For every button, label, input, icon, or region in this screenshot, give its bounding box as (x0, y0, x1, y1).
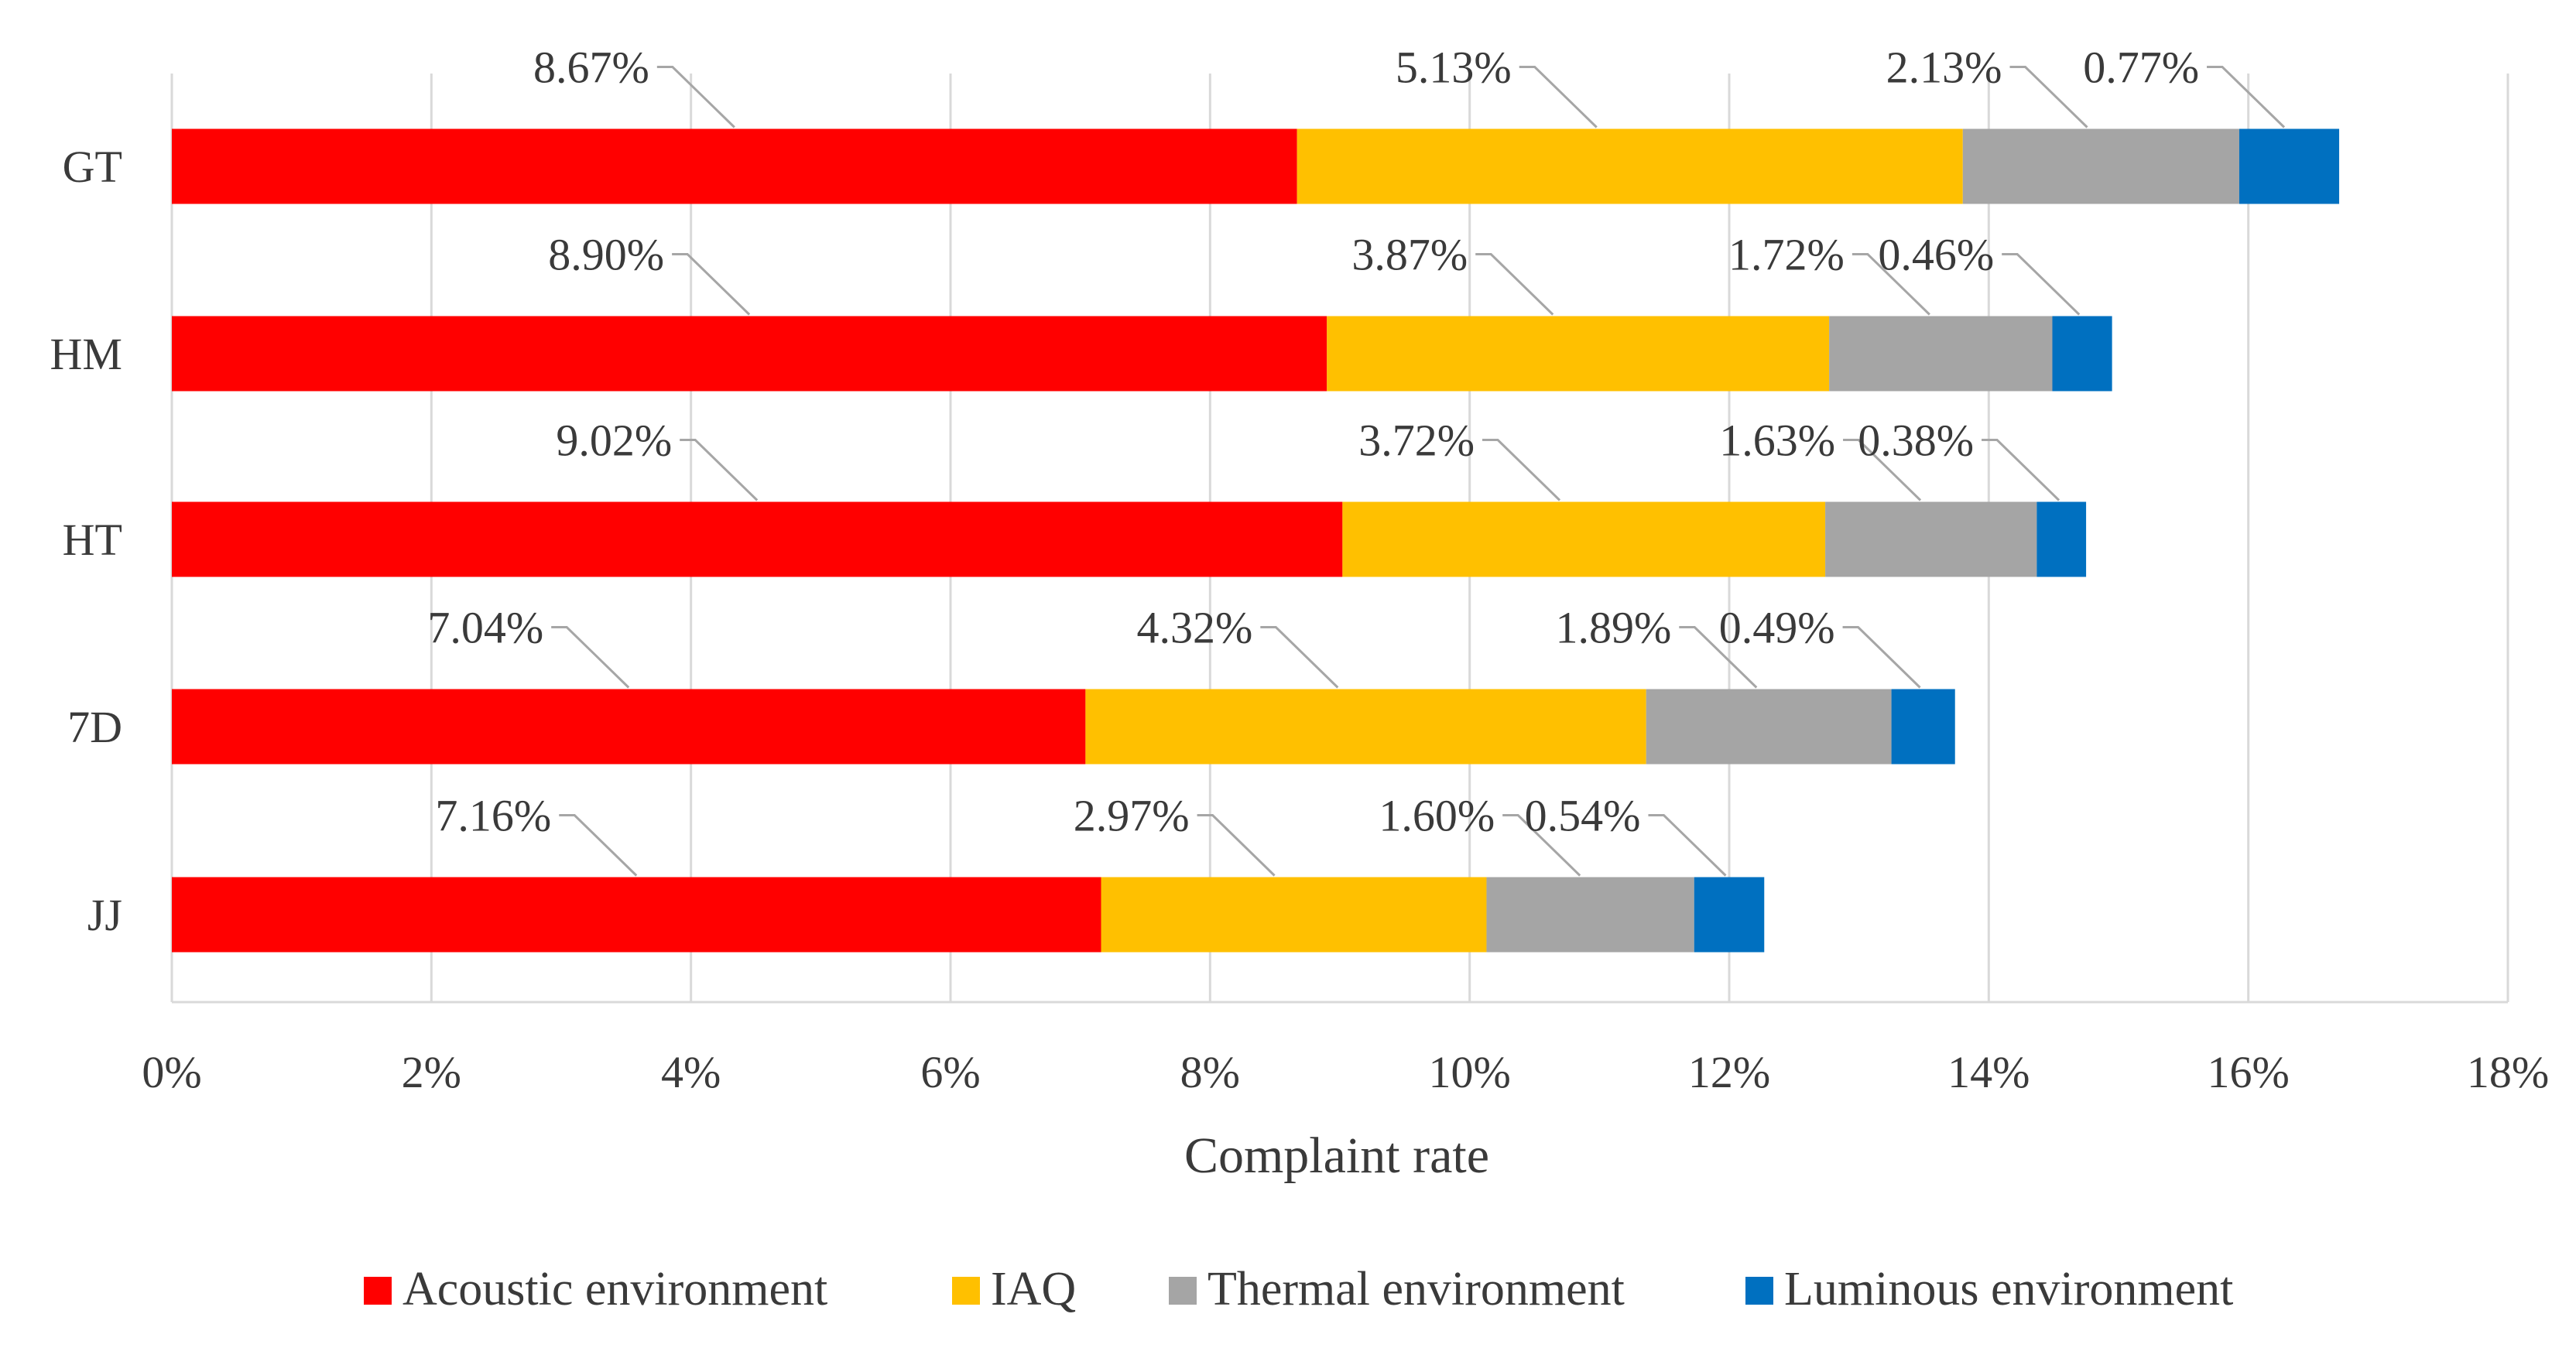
x-tick-label: 6% (920, 1047, 980, 1097)
bar-thermal-environment-hm (1829, 316, 2053, 392)
leader-line-thermal-environment-jj (1502, 814, 1581, 877)
bar-iaq-ht (1342, 501, 1826, 577)
leader-lines (551, 66, 2286, 877)
bar-luminous-environment-hm (2052, 316, 2112, 392)
leader-line-acoustic-environment-jj (559, 814, 638, 877)
x-tick-label: 18% (2467, 1047, 2549, 1097)
bars (172, 128, 2340, 953)
x-tick-label: 4% (661, 1047, 721, 1097)
legend-label-acoustic-environment: Acoustic environment (402, 1263, 827, 1315)
leader-line-thermal-environment-ht (1843, 439, 1922, 501)
x-tick-label: 8% (1180, 1047, 1240, 1097)
data-label-acoustic-environment-7d: 7.04% (427, 603, 543, 653)
data-label-thermal-environment-jj: 1.60% (1379, 791, 1495, 841)
data-label-luminous-environment-7d: 0.49% (1719, 603, 1835, 653)
bar-acoustic-environment-7d (172, 689, 1086, 765)
leader-line-acoustic-environment-gt (656, 66, 735, 128)
x-tick-label: 10% (1429, 1047, 1511, 1097)
y-category-label-7d: 7D (67, 702, 122, 752)
leader-line-luminous-environment-jj (1648, 814, 1727, 877)
data-label-thermal-environment-7d: 1.89% (1555, 603, 1671, 653)
bar-thermal-environment-7d (1646, 689, 1892, 765)
data-label-acoustic-environment-jj: 7.16% (435, 791, 551, 841)
legend-swatch-iaq (952, 1277, 980, 1305)
data-labels: 8.67% 5.13% 2.13% 0.77% 8.90% 3.87% 1.72% 0.46%… (427, 43, 2199, 841)
legend-label-iaq: IAQ (991, 1263, 1076, 1315)
x-tick-label: 0% (142, 1047, 201, 1097)
data-label-luminous-environment-gt: 0.77% (2083, 43, 2199, 93)
data-label-iaq-gt: 5.13% (1396, 43, 1512, 93)
x-tick-label: 12% (1688, 1047, 1770, 1097)
leader-line-thermal-environment-hm (1852, 253, 1930, 316)
y-category-label-hm: HM (50, 329, 122, 379)
data-label-luminous-environment-ht: 0.38% (1858, 416, 1974, 466)
x-tick-label: 14% (1947, 1047, 2030, 1097)
bar-acoustic-environment-gt (172, 128, 1297, 204)
leader-line-thermal-environment-7d (1679, 626, 1758, 689)
leader-line-iaq-hm (1475, 253, 1554, 316)
leader-line-luminous-environment-7d (1842, 626, 1921, 689)
data-label-thermal-environment-gt: 2.13% (1886, 43, 2002, 93)
y-category-label-jj: JJ (87, 890, 122, 940)
leader-line-acoustic-environment-ht (680, 439, 759, 501)
data-label-acoustic-environment-ht: 9.02% (556, 416, 672, 466)
bar-luminous-environment-gt (2239, 128, 2340, 204)
legend-swatch-acoustic-environment (364, 1277, 392, 1305)
bar-thermal-environment-gt (1962, 128, 2239, 204)
bar-luminous-environment-7d (1891, 689, 1955, 765)
legend-label-luminous-environment: Luminous environment (1784, 1263, 2233, 1315)
leader-line-luminous-environment-hm (2002, 253, 2081, 316)
y-category-label-gt: GT (63, 142, 122, 192)
leader-line-iaq-ht (1482, 439, 1561, 501)
data-label-iaq-jj: 2.97% (1074, 791, 1190, 841)
bar-acoustic-environment-hm (172, 316, 1327, 392)
bar-thermal-environment-jj (1486, 877, 1694, 953)
legend-swatch-thermal-environment (1169, 1277, 1197, 1305)
leader-line-iaq-7d (1260, 626, 1339, 689)
leader-line-iaq-gt (1519, 66, 1598, 128)
x-tick-label: 2% (402, 1047, 461, 1097)
bar-iaq-hm (1327, 316, 1830, 392)
data-label-acoustic-environment-hm: 8.90% (548, 230, 664, 280)
data-label-iaq-7d: 4.32% (1136, 603, 1252, 653)
axes: 0% 2% 4% 6% 8% 10% 12% 14% 16% 18% GT HM HT 7D JJ (50, 142, 2550, 1097)
data-label-acoustic-environment-gt: 8.67% (533, 43, 649, 93)
leader-line-iaq-jj (1197, 814, 1276, 877)
x-axis-title: Complaint rate (1184, 1127, 1489, 1184)
legend-swatch-luminous-environment (1745, 1277, 1773, 1305)
leader-line-luminous-environment-gt (2207, 66, 2286, 128)
leader-line-acoustic-environment-7d (551, 626, 630, 689)
bar-acoustic-environment-ht (172, 501, 1343, 577)
data-label-iaq-ht: 3.72% (1358, 416, 1475, 466)
data-label-luminous-environment-jj: 0.54% (1525, 791, 1641, 841)
bar-iaq-7d (1085, 689, 1646, 765)
data-label-thermal-environment-ht: 1.63% (1719, 416, 1835, 466)
data-label-thermal-environment-hm: 1.72% (1728, 230, 1845, 280)
bar-iaq-jj (1101, 877, 1487, 953)
leader-line-acoustic-environment-hm (672, 253, 751, 316)
bar-acoustic-environment-jj (172, 877, 1101, 953)
leader-line-thermal-environment-gt (2009, 66, 2088, 128)
bar-thermal-environment-ht (1825, 501, 2037, 577)
legend-label-thermal-environment: Thermal environment (1208, 1263, 1625, 1315)
bar-iaq-gt (1297, 128, 1963, 204)
bar-luminous-environment-ht (2036, 501, 2087, 577)
x-tick-label: 16% (2208, 1047, 2290, 1097)
bar-luminous-environment-jj (1694, 877, 1765, 953)
y-category-label-ht: HT (63, 515, 122, 565)
data-label-iaq-hm: 3.87% (1351, 230, 1468, 280)
data-label-luminous-environment-hm: 0.46% (1878, 230, 1994, 280)
leader-line-luminous-environment-ht (1982, 439, 2060, 501)
legend: Acoustic environment IAQ Thermal environme… (364, 1263, 2233, 1315)
